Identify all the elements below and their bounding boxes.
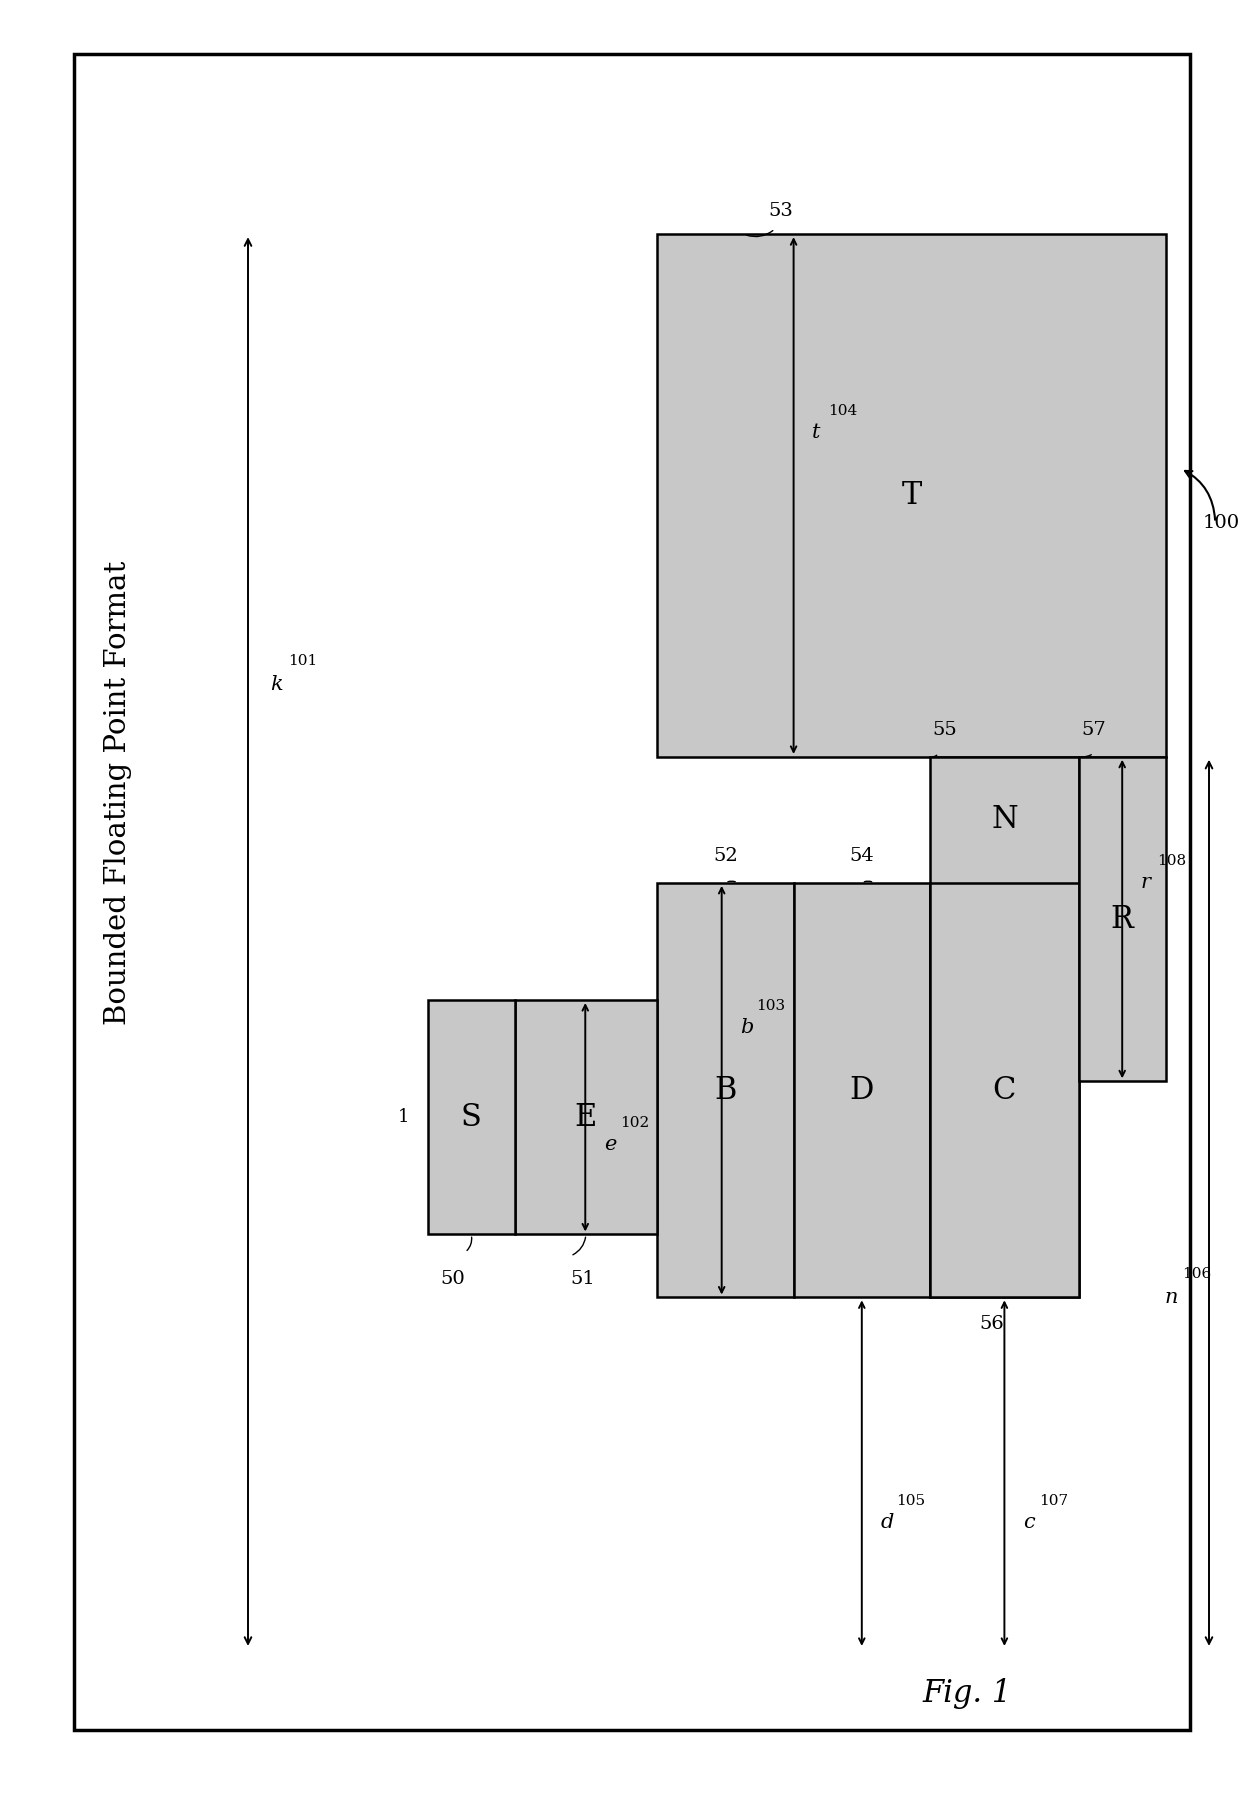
Text: 108: 108 xyxy=(1157,854,1185,869)
Text: B: B xyxy=(714,1074,737,1106)
Text: D: D xyxy=(849,1074,874,1106)
Text: Bounded Floating Point Format: Bounded Floating Point Format xyxy=(104,560,131,1025)
Text: 103: 103 xyxy=(756,998,785,1013)
Text: C: C xyxy=(993,1074,1016,1106)
Bar xyxy=(794,883,930,1297)
Text: 53: 53 xyxy=(769,202,794,220)
Bar xyxy=(515,1000,657,1234)
Bar xyxy=(1079,757,1166,1081)
Bar xyxy=(657,883,794,1297)
Text: 102: 102 xyxy=(620,1115,650,1130)
Text: 51: 51 xyxy=(570,1270,595,1288)
Text: 107: 107 xyxy=(1039,1494,1068,1508)
Text: k: k xyxy=(270,676,283,694)
Text: Fig. 1: Fig. 1 xyxy=(923,1678,1012,1710)
Text: 101: 101 xyxy=(288,654,317,669)
Text: t: t xyxy=(812,423,821,441)
Bar xyxy=(930,883,1079,1297)
Text: 55: 55 xyxy=(932,721,957,739)
Text: 106: 106 xyxy=(1182,1267,1211,1281)
Text: 56: 56 xyxy=(980,1315,1004,1333)
Text: T: T xyxy=(901,479,921,512)
Text: R: R xyxy=(1111,903,1133,935)
Text: E: E xyxy=(574,1101,598,1133)
Text: r: r xyxy=(1141,874,1151,892)
Text: 57: 57 xyxy=(1081,721,1106,739)
Text: 100: 100 xyxy=(1203,514,1240,532)
Text: d: d xyxy=(880,1514,894,1532)
Text: 105: 105 xyxy=(897,1494,925,1508)
Text: 1: 1 xyxy=(398,1108,409,1126)
Bar xyxy=(428,1000,515,1234)
Text: n: n xyxy=(1164,1288,1178,1306)
Text: b: b xyxy=(740,1018,754,1036)
Text: N: N xyxy=(991,804,1018,836)
Text: e: e xyxy=(604,1135,616,1153)
Text: 52: 52 xyxy=(713,847,738,865)
Text: 50: 50 xyxy=(440,1270,465,1288)
Text: S: S xyxy=(461,1101,481,1133)
Text: 104: 104 xyxy=(828,404,858,418)
Bar xyxy=(657,234,1166,757)
Text: c: c xyxy=(1023,1514,1034,1532)
Text: 54: 54 xyxy=(849,847,874,865)
Bar xyxy=(930,757,1079,1297)
